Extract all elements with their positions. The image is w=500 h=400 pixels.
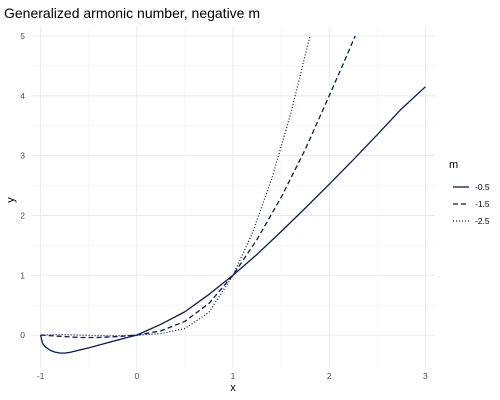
chart-title: Generalized armonic number, negative m [4,5,260,21]
legend-label-2: -1.5 [475,199,490,209]
series-line-3 [40,35,311,337]
y-tick-label: 3 [20,151,25,161]
series-line-1 [39,86,426,354]
x-tick-label: 1 [231,371,236,381]
legend-title: m [449,159,458,171]
y-tick-label: 4 [20,91,25,101]
legend-label-3: -2.5 [475,216,490,226]
y-tick-label: 2 [20,210,25,220]
legend-items: -0.5 -1.5 -2.5 [453,182,490,226]
x-axis-title: x [230,382,236,394]
x-tick-label: 2 [327,371,332,381]
major-gridlines [31,27,435,368]
legend: m -0.5 -1.5 -2.5 [449,159,490,226]
y-tick-label: 5 [20,31,25,41]
y-axis-title: y [5,197,17,203]
x-tick-label: 0 [134,371,139,381]
y-tick-labels: 0 1 2 3 4 5 [20,31,25,340]
y-tick-label: 1 [20,270,25,280]
series-layer [39,35,426,354]
y-tick-label: 0 [20,330,25,340]
x-tick-labels: -1 0 1 2 3 [37,371,428,381]
x-tick-label: -1 [37,371,45,381]
x-tick-label: 3 [423,371,428,381]
series-line-2 [40,35,356,339]
legend-label-1: -0.5 [475,182,490,192]
